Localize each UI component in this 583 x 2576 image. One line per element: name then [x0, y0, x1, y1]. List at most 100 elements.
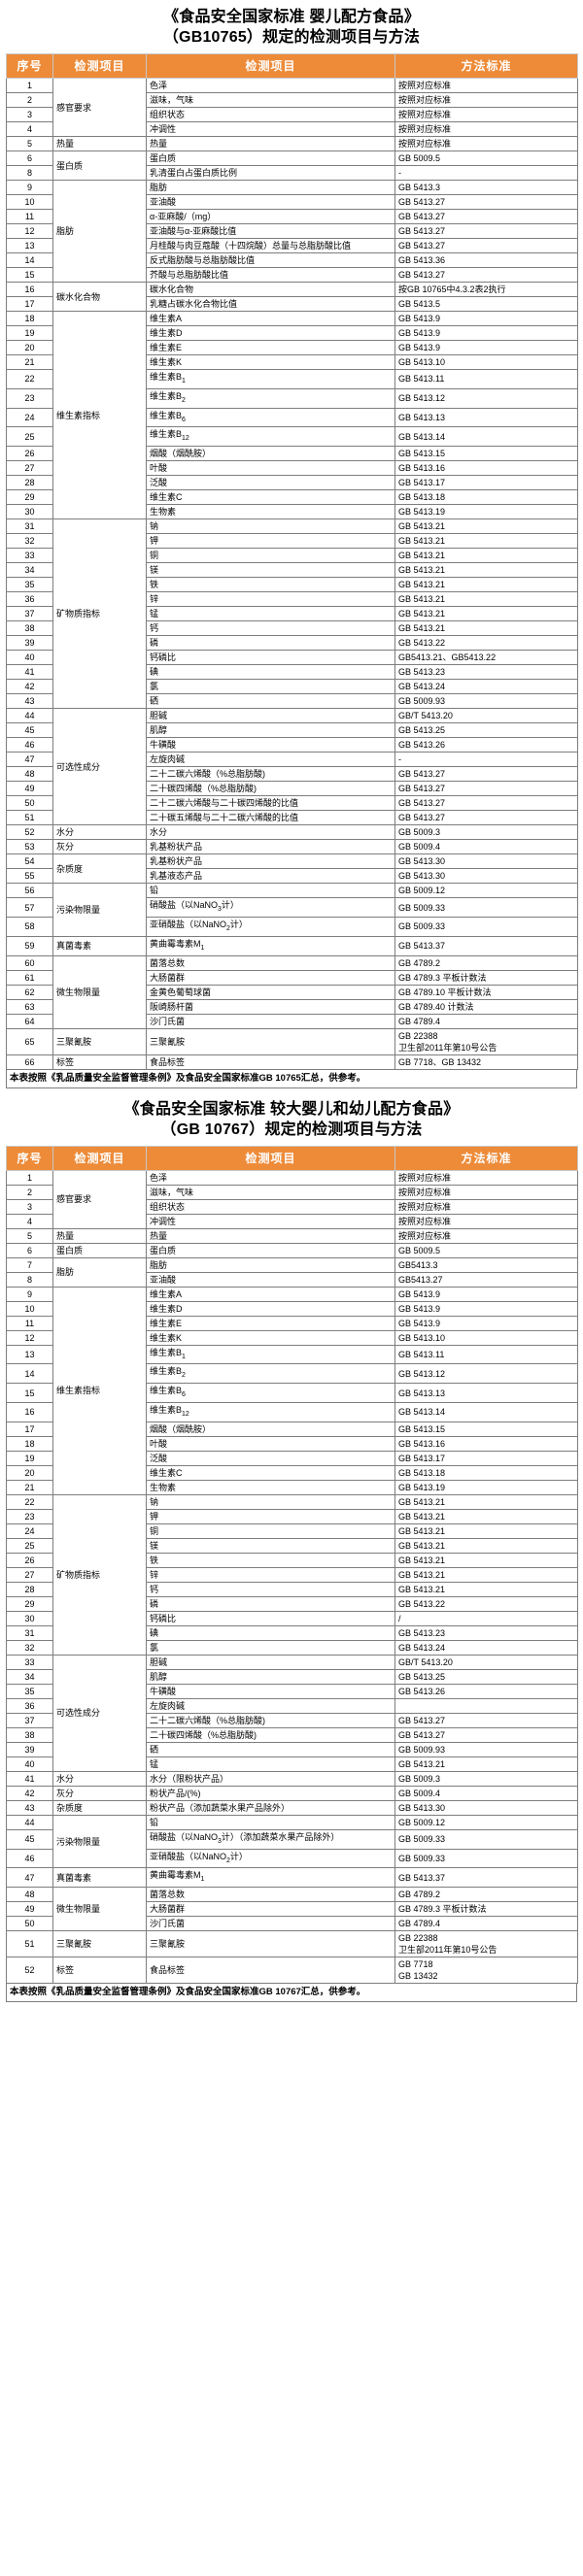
cell-method-standard: GB 5413.36: [394, 252, 578, 268]
cell-method-standard: 按照对应标准: [394, 92, 578, 108]
cell-index: 4: [6, 121, 53, 137]
cell-index: 19: [6, 1450, 53, 1466]
cell-item: 碘: [146, 664, 395, 681]
cell-method-standard: GB 5413.30: [394, 853, 578, 870]
cell-method-standard: GB 5413.14: [394, 426, 578, 448]
table-row: 52 标签 食品标签 GB 7718 GB 13432: [6, 1957, 578, 1985]
cell-index: 36: [6, 591, 53, 608]
cell-index: 50: [6, 795, 53, 812]
cell-method-standard: GB 5413.21: [394, 1566, 578, 1583]
table-row: 8 乳清蛋白占蛋白质比例 -: [6, 165, 578, 181]
cell-method-standard: 按照对应标准: [394, 1169, 578, 1186]
table-note: 本表按照《乳品质量安全监督管理条例》及食品安全国家标准GB 10765汇总，供参…: [6, 1069, 577, 1088]
cell-method-standard: GB 5413.21: [394, 606, 578, 622]
cell-item: 铜: [146, 548, 395, 564]
cell-item: 二十二碳六烯酸（%总脂肪酸): [146, 1712, 395, 1728]
cell-method-standard: GB 5413.9: [394, 325, 578, 341]
cell-item: 钠: [146, 1493, 395, 1510]
standard-section-2: 《食品安全国家标准 较大婴儿和幼儿配方食品》 （GB 10767）规定的检测项目与…: [6, 1092, 578, 2003]
subscript: 3: [218, 905, 222, 913]
table-row: 43 硒 GB 5009.93: [6, 693, 578, 710]
cell-index: 24: [6, 1522, 53, 1539]
cell-item: 维生素K: [146, 1329, 395, 1346]
table-row: 49 大肠菌群 GB 4789.3 平板计数法: [6, 1901, 578, 1918]
table-row: 22 矿物质指标钠 GB 5413.21: [6, 1493, 578, 1656]
cell-item: 乳基粉状产品: [146, 839, 395, 855]
cell-category: 污染物限量: [52, 1814, 147, 1869]
cell-method-standard: GB 5413.23: [394, 664, 578, 681]
cell-index: 3: [6, 1198, 53, 1215]
cell-category: 蛋白质: [52, 151, 147, 181]
cell-item: 三聚氰胺: [146, 1027, 395, 1055]
cell-method-standard: GB 5413.24: [394, 1639, 578, 1656]
cell-method-standard: GB 5413.27: [394, 766, 578, 783]
cell-index: 2: [6, 92, 53, 108]
cell-item: 水分: [146, 824, 395, 841]
cell-item: 维生素C: [146, 489, 395, 506]
cell-item: 硝酸盐（以NaNO3计）（添加蔬菜水果产品除外）: [146, 1828, 395, 1850]
cell-category: 真菌毒素: [52, 935, 147, 956]
cell-item: 维生素B1: [146, 1344, 395, 1365]
cell-index: 37: [6, 1712, 53, 1728]
cell-method-standard: GB 5009.3: [394, 824, 578, 841]
cell-method-standard: /: [394, 1610, 578, 1626]
cell-index: 16: [6, 282, 53, 297]
section-title: 《食品安全国家标准 较大婴儿和幼儿配方食品》 （GB 10767）规定的检测项目与…: [6, 1092, 577, 1146]
table-row: 17 乳糖占碳水化合物比值 GB 5413.5: [6, 296, 578, 312]
cell-index: 33: [6, 548, 53, 564]
cell-item: 维生素B1: [146, 369, 395, 389]
cell-method-standard: GB 5413.27: [394, 238, 578, 253]
cell-item: 冲调性: [146, 121, 395, 137]
cell-category: 矿物质指标: [52, 1493, 147, 1656]
cell-index: 49: [6, 781, 53, 797]
table-row: 50 二十二碳六烯酸与二十碳四烯酸的比值 GB 5413.27: [6, 795, 578, 812]
cell-method-standard: GB 5413.21: [394, 533, 578, 550]
cell-method-standard: GB/T 5413.20: [394, 1654, 578, 1670]
cell-index: 12: [6, 1329, 53, 1346]
cell-method-standard: GB 5413.19: [394, 1479, 578, 1495]
cell-category: 脂肪: [52, 180, 147, 283]
cell-item: 滋味，气味: [146, 1184, 395, 1200]
cell-index: 20: [6, 1464, 53, 1481]
table-row: 4 冲调性 按照对应标准: [6, 121, 578, 137]
table-row: 59 真菌毒素 黄曲霉毒素M1 GB 5413.37: [6, 935, 578, 956]
cell-category: 真菌毒素: [52, 1867, 147, 1889]
detection-items-table: 序号 检测项目 检测项目 方法标准 1 感官要求 色泽 按照对应标准 2 滋味，气味 按照对应标准 3…: [6, 1145, 578, 1985]
cell-item: 乳基液态产品: [146, 868, 395, 885]
cell-item: 维生素B6: [146, 1383, 395, 1403]
cell-method-standard: GB 5413.37: [394, 935, 578, 956]
cell-item: 磷: [146, 1595, 395, 1612]
cell-index: 23: [6, 1508, 53, 1524]
cell-item: 乳清蛋白占蛋白质比例: [146, 165, 395, 181]
cell-method-standard: GB 5413.16: [394, 460, 578, 477]
cell-item: 维生素A: [146, 311, 395, 326]
table-row: 14 维生素B2 GB 5413.12: [6, 1363, 578, 1385]
cell-index: 45: [6, 1828, 53, 1850]
cell-index: 42: [6, 679, 53, 695]
table-row: 56 污染物限量铅 GB 5009.12: [6, 883, 578, 937]
cell-index: 31: [6, 519, 53, 535]
cell-method-standard: 按照对应标准: [394, 136, 578, 151]
cell-index: 35: [6, 1683, 53, 1699]
cell-method-standard: GB 5009.33: [394, 1848, 578, 1869]
cell-index: 27: [6, 1566, 53, 1583]
cell-method-standard: GB 5413.21: [394, 1537, 578, 1554]
cell-item: 阪崎肠杆菌: [146, 998, 395, 1015]
column-header-4: 方法标准: [394, 53, 578, 79]
table-row: 1 感官要求 色泽 按照对应标准: [6, 78, 578, 137]
cell-method-standard: GB 5413.21: [394, 577, 578, 593]
cell-index: 25: [6, 426, 53, 448]
cell-method-standard: GB 5413.21: [394, 1552, 578, 1568]
cell-item: 牛磺酸: [146, 737, 395, 753]
cell-item: 钙磷比: [146, 1610, 395, 1626]
cell-index: 18: [6, 311, 53, 326]
cell-method-standard: GB 5009.12: [394, 1814, 578, 1830]
table-row: 30 生物素 GB 5413.19: [6, 504, 578, 520]
cell-method-standard: GB 5413.25: [394, 722, 578, 739]
table-row: 15 维生素B6 GB 5413.13: [6, 1383, 578, 1403]
cell-item: 二十碳四烯酸（%总脂肪酸): [146, 1726, 395, 1743]
cell-item: 热量: [146, 1227, 395, 1244]
cell-method-standard: GB 4789.4: [394, 1916, 578, 1932]
column-header-3: 检测项目: [146, 53, 395, 79]
cell-method-standard: GB5413.3: [394, 1256, 578, 1273]
